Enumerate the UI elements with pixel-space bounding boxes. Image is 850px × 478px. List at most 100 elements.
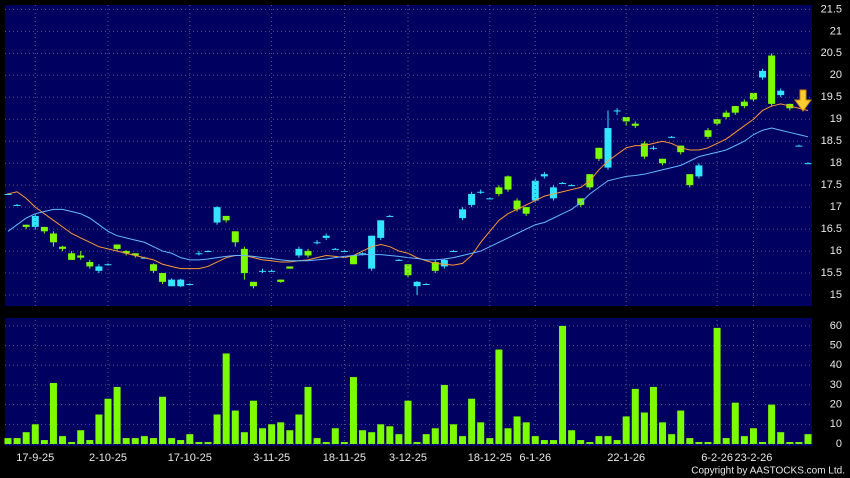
- volume-bar: [731, 402, 739, 444]
- y-tick-label: 40: [830, 359, 842, 371]
- candle-body: [595, 147, 603, 159]
- volume-bar: [640, 412, 648, 444]
- volume-bar: [659, 422, 667, 444]
- volume-bar: [268, 424, 276, 444]
- volume-bar: [440, 384, 448, 444]
- volume-bar: [404, 400, 412, 444]
- candle-body: [631, 123, 639, 126]
- volume-bar: [586, 442, 594, 444]
- volume-bar: [240, 432, 248, 444]
- candle-body: [740, 101, 748, 107]
- candle-body: [540, 174, 548, 177]
- candle-body: [513, 200, 521, 210]
- volume-bar: [513, 416, 521, 444]
- volume-bar: [759, 442, 767, 444]
- y-tick-label: 60: [830, 320, 842, 332]
- volume-bar: [68, 442, 76, 444]
- x-tick-label: 23-2-26: [734, 452, 772, 464]
- volume-bar: [568, 430, 576, 444]
- volume-bar: [549, 440, 557, 444]
- volume-bar: [804, 434, 812, 444]
- x-tick-label: 18-11-25: [323, 452, 366, 464]
- candle-body: [359, 253, 367, 255]
- volume-bar: [531, 436, 539, 444]
- x-tick-label: 2-10-25: [89, 452, 127, 464]
- volume-bar: [668, 434, 676, 444]
- candle-body: [604, 128, 612, 168]
- candle-body: [168, 279, 176, 287]
- volume-bar: [213, 414, 221, 444]
- candle-body: [495, 187, 503, 194]
- copyright: Copyright by AASTOCKS.com Ltd.: [691, 466, 845, 477]
- volume-bar: [713, 327, 721, 444]
- y-tick-label: 16.5: [821, 223, 842, 235]
- y-tick-label: 15: [830, 289, 842, 301]
- volume-bar: [768, 404, 776, 444]
- candle-body: [622, 117, 630, 122]
- y-tick-label: 20: [830, 69, 842, 81]
- candle-body: [249, 281, 257, 287]
- volume-bar: [413, 442, 421, 444]
- candle-body: [422, 284, 430, 286]
- volume-bar: [149, 438, 157, 444]
- candle-body: [86, 262, 94, 267]
- candle-body: [177, 279, 185, 287]
- x-tick-label: 3-11-25: [253, 452, 290, 464]
- volume-bar: [522, 422, 530, 444]
- volume-bar: [259, 428, 267, 444]
- candle-body: [468, 193, 476, 205]
- volume-bar: [795, 442, 803, 444]
- volume-bar: [231, 410, 239, 444]
- candle-body: [331, 248, 339, 250]
- volume-bar: [786, 442, 794, 444]
- candle-body: [277, 279, 285, 282]
- volume-bar: [349, 377, 357, 444]
- x-tick-label: 3-12-25: [389, 452, 427, 464]
- volume-bar: [377, 424, 385, 444]
- y-tick-label: 19: [830, 113, 842, 125]
- candle-body: [322, 235, 330, 238]
- candle-body: [313, 242, 321, 244]
- volume-bar: [622, 416, 630, 444]
- volume-bar: [49, 382, 57, 444]
- y-tick-label: 18: [830, 157, 842, 169]
- candle-body: [649, 147, 657, 149]
- volume-bar: [4, 438, 12, 444]
- candle-body: [795, 145, 803, 147]
- volume-bar: [340, 442, 348, 444]
- volume-bar: [22, 432, 30, 444]
- candle-body: [568, 185, 576, 187]
- candle-body: [768, 55, 776, 104]
- volume-bar: [495, 349, 503, 444]
- volume-bar: [122, 438, 130, 444]
- volume-bar: [486, 438, 494, 444]
- y-tick-label: 17.5: [821, 179, 842, 191]
- volume-bar: [559, 325, 567, 444]
- volume-bar: [359, 430, 367, 444]
- candle-body: [240, 248, 248, 274]
- candle-body: [504, 176, 512, 190]
- y-tick-label: 19.5: [821, 91, 842, 103]
- volume-bar: [140, 436, 148, 444]
- candle-body: [759, 70, 767, 78]
- candle-body: [259, 270, 267, 272]
- candle-body: [677, 145, 685, 153]
- candle-body: [186, 284, 194, 286]
- candle-body: [40, 226, 48, 232]
- volume-bar: [195, 442, 203, 444]
- volume-bar: [322, 442, 330, 444]
- candle-body: [431, 262, 439, 271]
- volume-bar: [604, 436, 612, 444]
- candle-body: [749, 92, 757, 100]
- y-tick-label: 15.5: [821, 267, 842, 279]
- candle-body: [613, 110, 621, 112]
- candle-body: [68, 253, 76, 260]
- candle-body: [295, 248, 303, 256]
- volume-bar: [722, 438, 730, 444]
- volume-bar: [204, 442, 212, 444]
- candle-body: [704, 130, 712, 137]
- candle-body: [640, 143, 648, 157]
- volume-bar: [131, 438, 139, 444]
- volume-bar: [431, 428, 439, 444]
